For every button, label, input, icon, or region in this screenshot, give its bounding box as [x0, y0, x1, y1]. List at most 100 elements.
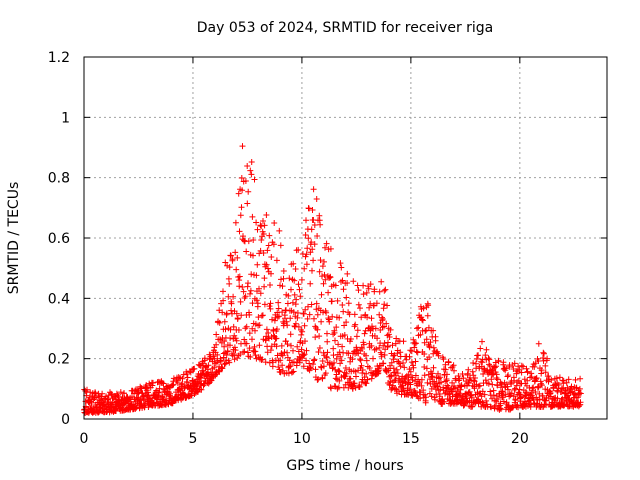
- x-tick-label: 15: [402, 431, 420, 447]
- chart-title: Day 053 of 2024, SRMTID for receiver rig…: [197, 20, 494, 36]
- data-point: [296, 286, 303, 293]
- data-point: [535, 340, 542, 347]
- data-point: [226, 359, 233, 366]
- data-point: [228, 300, 235, 307]
- data-point: [381, 287, 388, 294]
- data-point: [351, 380, 358, 387]
- data-point: [184, 371, 190, 377]
- data-point: [261, 283, 268, 290]
- data-point: [413, 340, 419, 347]
- data-point: [243, 248, 250, 255]
- data-point: [256, 342, 263, 349]
- data-point: [169, 382, 176, 389]
- data-point: [512, 385, 519, 392]
- data-point: [542, 369, 549, 376]
- data-point: [471, 385, 478, 392]
- data-point: [488, 376, 495, 383]
- data-point: [314, 326, 321, 333]
- data-point: [279, 367, 286, 374]
- data-point: [545, 373, 552, 380]
- data-point: [237, 298, 244, 305]
- data-point: [214, 351, 221, 358]
- data-point: [543, 402, 550, 409]
- data-point: [367, 326, 374, 333]
- data-point: [482, 377, 489, 384]
- data-point: [354, 282, 361, 289]
- data-point: [316, 268, 323, 275]
- data-point: [299, 328, 306, 335]
- data-point: [559, 395, 566, 402]
- data-point: [304, 245, 311, 252]
- data-point: [495, 358, 502, 365]
- data-point: [380, 360, 387, 367]
- data-point: [263, 212, 270, 218]
- data-point: [386, 381, 393, 388]
- data-point: [263, 326, 270, 333]
- data-point: [344, 270, 351, 277]
- data-point: [317, 221, 324, 228]
- data-point: [469, 403, 476, 410]
- data-point: [338, 264, 345, 271]
- data-point: [426, 354, 433, 361]
- data-point: [227, 335, 234, 342]
- data-point: [313, 196, 320, 202]
- data-point: [235, 327, 242, 333]
- data-point: [422, 391, 428, 398]
- data-point: [344, 280, 351, 286]
- data-point: [233, 337, 240, 344]
- data-point: [366, 304, 373, 311]
- data-point: [311, 356, 318, 363]
- data-point: [267, 282, 273, 288]
- data-point: [252, 352, 259, 359]
- data-point: [504, 373, 511, 380]
- data-point: [298, 331, 305, 338]
- data-point: [237, 212, 244, 219]
- data-point: [287, 315, 294, 322]
- data-point: [188, 392, 195, 399]
- data-point: [486, 362, 493, 369]
- data-point: [390, 382, 396, 389]
- data-point: [375, 367, 382, 374]
- data-point: [323, 309, 330, 316]
- data-point: [407, 381, 414, 388]
- data-point: [302, 306, 309, 313]
- data-point: [236, 277, 243, 284]
- data-point: [421, 351, 428, 357]
- data-point: [328, 298, 335, 305]
- data-point: [345, 300, 352, 307]
- data-point: [258, 223, 265, 230]
- data-point: [290, 347, 296, 354]
- data-point: [487, 388, 494, 395]
- data-point: [302, 338, 308, 345]
- data-point: [372, 325, 379, 332]
- data-point: [336, 377, 343, 384]
- data-point: [406, 366, 413, 373]
- data-point: [486, 356, 493, 363]
- data-point: [295, 246, 302, 253]
- data-point: [312, 366, 319, 373]
- data-point: [394, 370, 401, 377]
- data-point: [318, 291, 325, 298]
- data-point: [355, 301, 362, 308]
- data-point: [538, 367, 545, 374]
- data-point: [376, 344, 383, 351]
- data-point: [422, 399, 429, 406]
- data-point: [246, 311, 253, 318]
- data-point: [244, 200, 251, 207]
- data-point: [287, 363, 294, 370]
- data-point: [242, 178, 249, 184]
- data-point: [284, 300, 291, 307]
- data-point: [108, 390, 115, 397]
- data-point: [428, 393, 435, 400]
- data-point: [475, 352, 482, 359]
- data-point: [511, 360, 518, 367]
- data-point: [279, 309, 286, 316]
- data-point: [435, 370, 441, 377]
- data-point: [215, 318, 222, 325]
- data-point: [428, 374, 435, 381]
- data-point: [298, 276, 305, 283]
- data-point: [430, 344, 437, 351]
- data-point: [289, 299, 296, 306]
- data-point: [234, 254, 241, 261]
- data-point: [311, 222, 318, 228]
